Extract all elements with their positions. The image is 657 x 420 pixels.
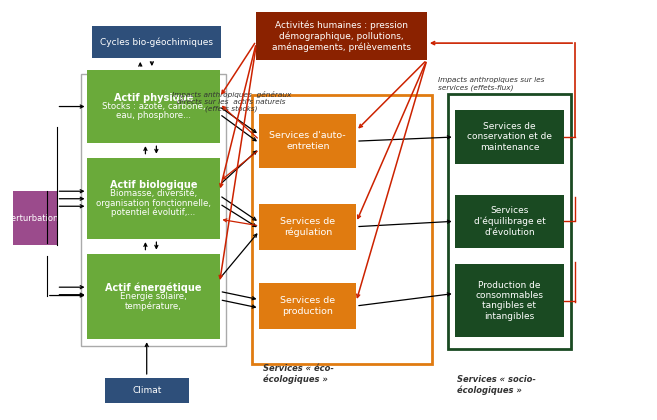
Text: Actif énergétique: Actif énergétique	[105, 282, 202, 293]
Bar	[92, 26, 221, 58]
Text: Cycles bio-géochimiques: Cycles bio-géochimiques	[100, 37, 213, 47]
Text: Actif biologique: Actif biologique	[110, 180, 197, 190]
Text: Services « socio-
écologiques »: Services « socio- écologiques »	[457, 375, 536, 395]
Text: Services de
régulation: Services de régulation	[280, 217, 335, 237]
Bar	[447, 94, 571, 349]
Bar	[105, 378, 189, 403]
Text: eau, phosphore...: eau, phosphore...	[116, 111, 191, 121]
Bar	[12, 191, 57, 245]
Text: Services d'auto-
entretien: Services d'auto- entretien	[269, 131, 346, 151]
Bar	[260, 283, 356, 329]
Text: Climat: Climat	[132, 386, 162, 395]
Bar	[256, 12, 427, 60]
Bar	[87, 158, 219, 239]
Bar	[252, 95, 432, 365]
Text: potentiel évolutif,...: potentiel évolutif,...	[111, 207, 196, 217]
Text: Impacts anthropiques  généraux
directs sur les  actifs naturels
(effets stocks): Impacts anthropiques généraux directs su…	[172, 91, 292, 112]
Text: Perturbations: Perturbations	[7, 214, 63, 223]
Text: Actif physique: Actif physique	[114, 92, 193, 102]
Bar	[87, 70, 219, 143]
Bar	[455, 195, 564, 247]
Text: Energie solaire,: Energie solaire,	[120, 292, 187, 301]
Text: température,: température,	[125, 301, 182, 310]
Text: Services « éco-
écologiques »: Services « éco- écologiques »	[263, 364, 334, 383]
Text: Impacts anthropiques sur les
services (effets-flux): Impacts anthropiques sur les services (e…	[438, 77, 545, 91]
Bar	[455, 110, 564, 164]
Text: Activités humaines : pression
démographique, pollutions,
aménagements, prélèveme: Activités humaines : pression démographi…	[272, 20, 411, 52]
Text: Production de
consommables
tangibles et
intangibles: Production de consommables tangibles et …	[476, 281, 543, 321]
Bar	[260, 204, 356, 249]
Text: Services de
production: Services de production	[280, 296, 335, 316]
Text: Biomasse, diversité,: Biomasse, diversité,	[110, 189, 197, 198]
Text: Services de
conservation et de
maintenance: Services de conservation et de maintenan…	[467, 122, 552, 152]
Text: organisation fonctionnelle,: organisation fonctionnelle,	[96, 199, 211, 207]
Text: Stocks : azote, carbone,: Stocks : azote, carbone,	[102, 102, 205, 111]
Text: Services
d'équilibrage et
d'évolution: Services d'équilibrage et d'évolution	[474, 206, 545, 237]
Bar	[260, 114, 356, 168]
Bar	[87, 254, 219, 339]
Bar	[455, 264, 564, 337]
Bar	[81, 74, 226, 346]
